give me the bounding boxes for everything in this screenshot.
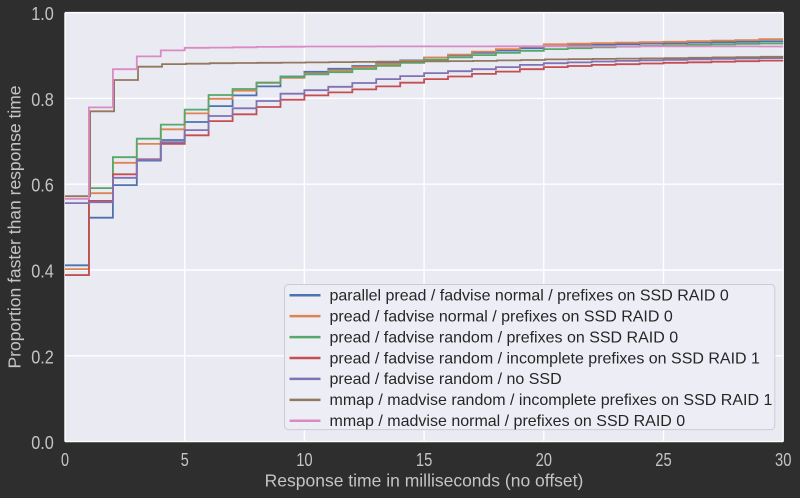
svg-text:1.0: 1.0 <box>31 4 54 24</box>
svg-text:0.4: 0.4 <box>31 262 54 282</box>
svg-text:pread / fadvise random / no SS: pread / fadvise random / no SSD <box>330 371 562 388</box>
svg-text:15: 15 <box>416 450 432 470</box>
svg-text:30: 30 <box>775 450 791 470</box>
svg-text:25: 25 <box>655 450 671 470</box>
svg-text:0.2: 0.2 <box>31 347 54 367</box>
svg-text:10: 10 <box>296 450 312 470</box>
svg-text:0: 0 <box>61 450 69 470</box>
svg-text:parallel pread / fadvise norma: parallel pread / fadvise normal / prefix… <box>330 288 729 305</box>
svg-text:20: 20 <box>536 450 552 470</box>
svg-text:pread / fadvise normal / prefi: pread / fadvise normal / prefixes on SSD… <box>330 308 673 325</box>
svg-text:Proportion faster than respons: Proportion faster than response time <box>5 85 25 368</box>
svg-text:pread / fadvise random / incom: pread / fadvise random / incomplete pref… <box>330 350 761 367</box>
svg-text:0.6: 0.6 <box>31 176 54 196</box>
svg-text:0.8: 0.8 <box>31 90 54 110</box>
svg-text:5: 5 <box>181 450 189 470</box>
svg-text:mmap / madvise random / incomp: mmap / madvise random / incomplete prefi… <box>330 392 773 409</box>
svg-text:pread / fadvise random / prefi: pread / fadvise random / prefixes on SSD… <box>330 329 679 346</box>
svg-text:Response time in milliseconds: Response time in milliseconds (no offset… <box>265 471 584 491</box>
svg-text:0.0: 0.0 <box>31 433 54 453</box>
svg-text:mmap / madvise normal / prefix: mmap / madvise normal / prefixes on SSD … <box>330 413 686 430</box>
